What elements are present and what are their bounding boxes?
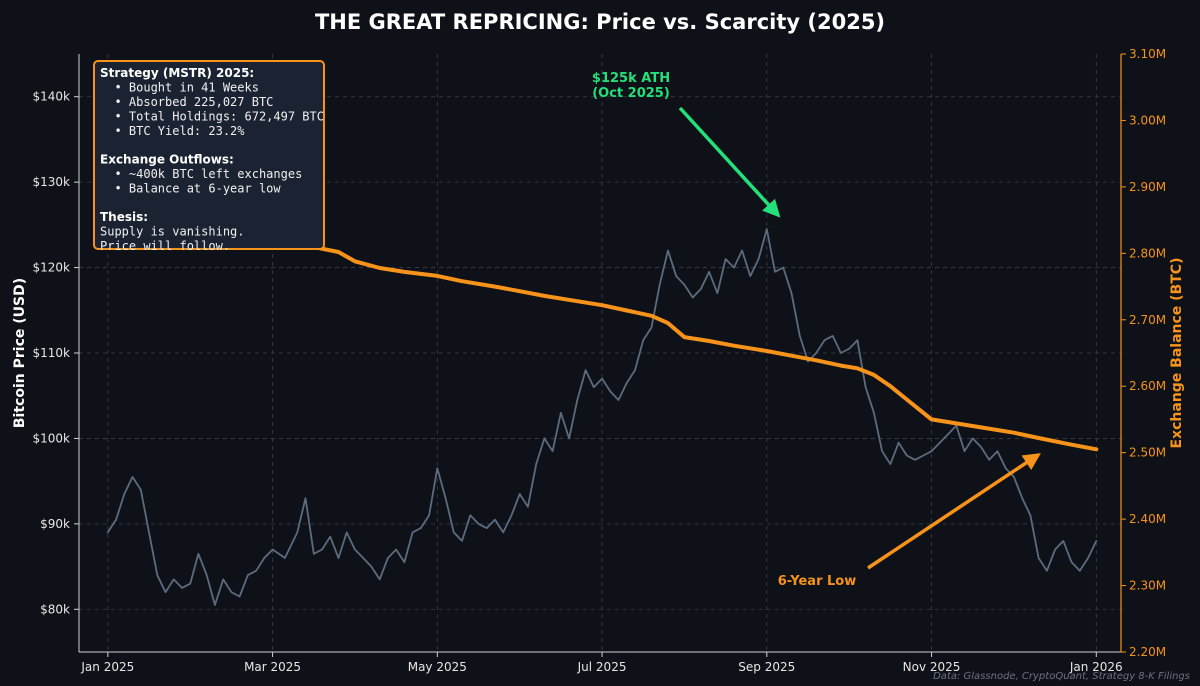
ath-arrow [678,106,781,218]
source-note: Data: Glassnode, CryptoQuant, Strategy 8… [933,671,1190,682]
info-line: Price will follow. [100,239,230,253]
y-tick-label: $100k [33,431,71,445]
info-box: Strategy (MSTR) 2025: • Bought in 41 Wee… [93,60,325,253]
y2-tick-label: 2.20M [1129,645,1166,659]
axes: Jan 2025 Mar 2025 May 2025 Jul 2025 Sep 2025… [33,47,1167,674]
info-heading: Strategy (MSTR) 2025: [100,66,254,80]
y2-tick-label: 3.00M [1129,113,1166,127]
info-box-text: Strategy (MSTR) 2025: • Bought in 41 Wee… [100,66,324,253]
info-line: • Total Holdings: 672,497 BTC [100,110,324,124]
y2-axis-label: Exchange Balance (BTC) [1169,258,1185,449]
six-year-low-annotation: 6-Year Low [778,453,1041,589]
x-tick-label: Jul 2025 [577,660,627,674]
y-tick-label: $130k [33,175,71,189]
info-line: • Bought in 41 Weeks [100,81,259,95]
y-tick-label: $90k [40,517,70,531]
info-line: • Balance at 6-year low [100,182,281,196]
y-axis-label: Bitcoin Price (USD) [12,278,28,428]
x-tick-label: Jan 2026 [1069,660,1123,674]
x-tick-label: Jan 2025 [80,660,134,674]
x-tick-label: Nov 2025 [903,660,961,674]
y2-tick-label: 2.90M [1129,180,1166,194]
price-line [106,228,1098,606]
grid [79,54,1121,652]
y-tick-label: $110k [33,346,71,360]
info-line: • BTC Yield: 23.2% [100,124,245,138]
ath-label-line2: (Oct 2025) [592,86,670,101]
ath-annotation: $125k ATH (Oct 2025) [592,71,781,218]
six-year-low-arrow [867,453,1041,570]
info-heading: Exchange Outflows: [100,153,234,167]
info-heading: Thesis: [100,210,148,224]
y-tick-label: $120k [33,261,71,275]
x-tick-label: May 2025 [408,660,467,674]
y2-tick-label: 2.40M [1129,512,1166,526]
chart-title: THE GREAT REPRICING: Price vs. Scarcity … [315,10,885,34]
y2-tick-label: 2.80M [1129,246,1166,260]
x-tick-label: Sep 2025 [738,660,795,674]
info-box-frame [93,60,325,250]
y2-tick-label: 2.50M [1129,446,1166,460]
y-tick-label: $140k [33,90,71,104]
info-line: • Absorbed 225,027 BTC [100,95,273,109]
info-line: • ~400k BTC left exchanges [100,167,302,181]
info-line: Supply is vanishing. [100,225,245,239]
y2-tick-label: 3.10M [1129,47,1166,61]
ath-label-line1: $125k ATH [592,71,670,86]
y-tick-label: $80k [40,602,70,616]
y2-tick-label: 2.30M [1129,579,1166,593]
y2-tick-label: 2.70M [1129,313,1166,327]
x-tick-label: Mar 2025 [244,660,301,674]
y2-tick-label: 2.60M [1129,379,1166,393]
six-year-low-label: 6-Year Low [778,574,857,589]
